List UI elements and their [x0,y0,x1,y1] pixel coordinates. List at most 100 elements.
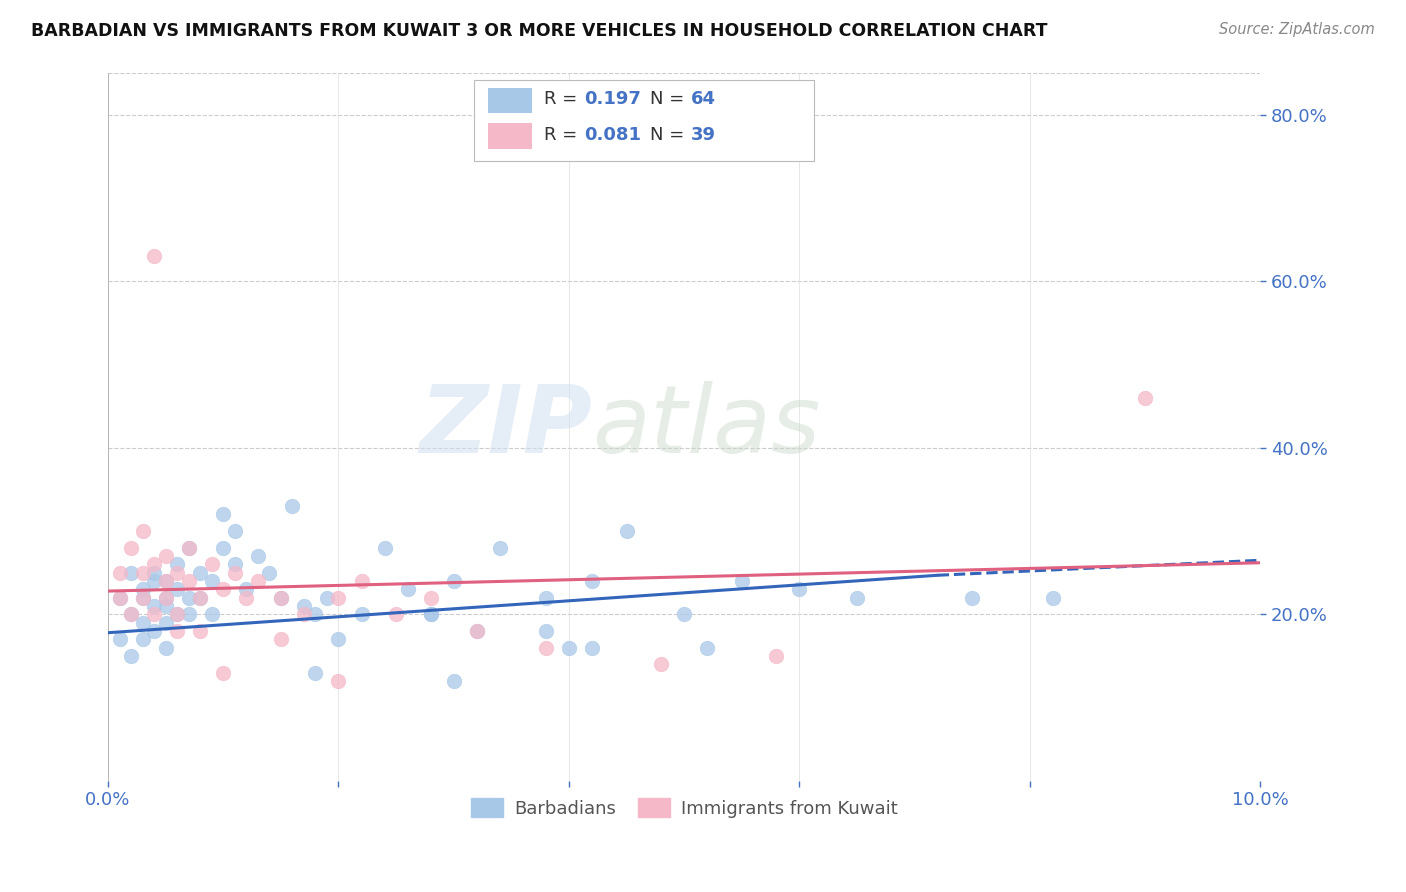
Point [246,574,269,588]
Point [188,624,211,638]
Text: Source: ZipAtlas.com: Source: ZipAtlas.com [1219,22,1375,37]
Point [328,591,350,605]
Point [534,591,557,605]
Point [534,640,557,655]
Text: N =: N = [650,90,689,108]
Point [143,607,166,622]
Point [304,607,326,622]
Point [143,558,166,572]
Point [1042,591,1064,605]
FancyBboxPatch shape [474,80,814,161]
Point [188,566,211,580]
Point [443,574,465,588]
Point [143,624,166,638]
Point [396,582,419,597]
Point [201,607,224,622]
Point [328,632,350,647]
Point [270,632,292,647]
Point [188,591,211,605]
Text: R =: R = [544,126,582,144]
Point [131,591,153,605]
Point [131,632,153,647]
Text: N =: N = [650,126,689,144]
Point [155,615,177,630]
Point [224,566,246,580]
Point [673,607,696,622]
FancyBboxPatch shape [488,87,531,113]
Point [212,541,235,555]
Point [177,591,200,605]
Text: 39: 39 [692,126,716,144]
Point [201,558,224,572]
Point [224,558,246,572]
Point [350,574,373,588]
Point [108,591,131,605]
Point [166,624,188,638]
Point [212,582,235,597]
Point [443,673,465,688]
Point [155,574,177,588]
Point [108,566,131,580]
Point [270,591,292,605]
Point [131,582,153,597]
Text: R =: R = [544,90,582,108]
Point [235,591,257,605]
Point [166,607,188,622]
Point [292,599,315,613]
Point [259,566,281,580]
Point [616,524,638,538]
Point [131,566,153,580]
Point [419,607,441,622]
Point [246,549,269,563]
Point [166,566,188,580]
Point [155,549,177,563]
Point [143,566,166,580]
Text: atlas: atlas [592,382,820,473]
Point [696,640,718,655]
Point [292,607,315,622]
Point [108,632,131,647]
Point [143,249,166,263]
Point [166,558,188,572]
Point [143,599,166,613]
Point [120,648,142,663]
Legend: Barbadians, Immigrants from Kuwait: Barbadians, Immigrants from Kuwait [464,791,905,825]
Point [374,541,396,555]
Point [789,582,811,597]
Point [581,640,603,655]
Point [143,574,166,588]
Point [155,640,177,655]
Text: 0.197: 0.197 [583,90,641,108]
Point [201,574,224,588]
Point [188,591,211,605]
Point [731,574,754,588]
Point [235,582,257,597]
Point [120,566,142,580]
Point [177,541,200,555]
Point [488,541,510,555]
Text: 64: 64 [692,90,716,108]
Point [465,624,488,638]
Point [212,665,235,680]
Point [131,591,153,605]
Point [350,607,373,622]
Point [155,574,177,588]
Point [419,607,441,622]
Text: ZIP: ZIP [419,381,592,473]
FancyBboxPatch shape [488,123,531,149]
Point [962,591,984,605]
Point [177,607,200,622]
Point [304,665,326,680]
Point [650,657,672,672]
Point [155,599,177,613]
Point [846,591,869,605]
Point [316,591,339,605]
Point [177,541,200,555]
Point [155,591,177,605]
Point [166,607,188,622]
Point [419,591,441,605]
Point [155,591,177,605]
Text: BARBADIAN VS IMMIGRANTS FROM KUWAIT 3 OR MORE VEHICLES IN HOUSEHOLD CORRELATION : BARBADIAN VS IMMIGRANTS FROM KUWAIT 3 OR… [31,22,1047,40]
Point [120,541,142,555]
Point [120,607,142,622]
